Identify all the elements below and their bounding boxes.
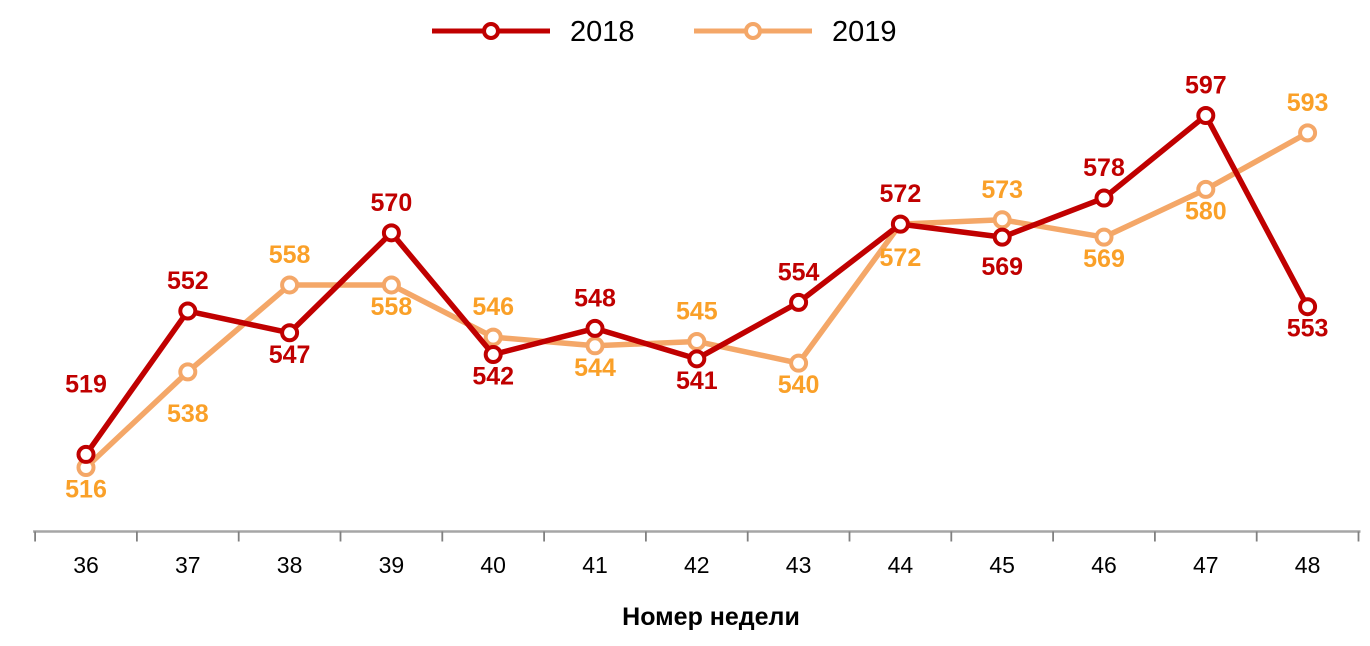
x-tick-label-36: 36 xyxy=(73,552,99,578)
data-labels-layer: 5195525475705425485415545725695785975535… xyxy=(65,71,1328,503)
x-axis-tick-labels: 36 37 38 39 40 41 42 43 44 45 46 47 48 xyxy=(73,552,1320,578)
data-point-2018-week-40 xyxy=(483,344,503,364)
data-point-2019-week-40 xyxy=(483,327,503,347)
x-tick-label-46: 46 xyxy=(1091,552,1117,578)
series-2018 xyxy=(76,105,1318,464)
data-label-2018-week-43: 554 xyxy=(778,258,820,286)
data-label-2018-week-36: 519 xyxy=(65,370,107,398)
data-label-2018-week-45: 569 xyxy=(981,253,1023,281)
data-label-2018-week-39: 570 xyxy=(371,189,413,217)
x-tick-label-44: 44 xyxy=(888,552,914,578)
data-point-2019-week-42 xyxy=(687,331,707,351)
legend-label-2019: 2019 xyxy=(832,16,897,48)
data-point-2018-week-42 xyxy=(687,349,707,369)
data-point-2018-week-44 xyxy=(890,214,910,234)
data-label-2019-week-47: 580 xyxy=(1185,197,1227,225)
data-point-2018-week-38 xyxy=(280,323,300,343)
data-labels-2018: 519 552 547 570 542 548 541 554 572 569 578 597 553 xyxy=(65,71,1328,398)
data-point-2019-week-46 xyxy=(1094,227,1114,247)
data-point-2019-week-38 xyxy=(280,275,300,295)
x-tick-label-47: 47 xyxy=(1193,552,1219,578)
data-label-2019-week-48: 593 xyxy=(1287,89,1329,117)
x-axis-title: Номер недели xyxy=(622,603,800,631)
data-point-2019-week-41 xyxy=(585,336,605,356)
data-point-2018-week-41 xyxy=(585,318,605,338)
x-tick-label-45: 45 xyxy=(989,552,1015,578)
legend-label-2018: 2018 xyxy=(570,16,635,48)
data-point-2018-week-46 xyxy=(1094,188,1114,208)
data-label-2019-week-40: 546 xyxy=(472,293,514,321)
x-tick-label-40: 40 xyxy=(480,552,506,578)
x-tick-label-39: 39 xyxy=(379,552,405,578)
x-tick-label-38: 38 xyxy=(277,552,303,578)
data-label-2018-week-42: 541 xyxy=(676,367,718,395)
data-label-2019-week-44: 572 xyxy=(880,244,922,272)
data-label-2019-week-43: 540 xyxy=(778,371,820,399)
data-point-2019-week-47 xyxy=(1196,179,1216,199)
data-label-2019-week-45: 573 xyxy=(981,176,1023,204)
legend-marker-icon-2019 xyxy=(744,22,762,40)
data-point-2019-week-39 xyxy=(381,275,401,295)
data-label-2018-week-38: 547 xyxy=(269,341,311,369)
legend-item-2019: 2019 xyxy=(694,16,897,48)
data-point-2018-week-48 xyxy=(1298,297,1318,317)
x-tick-label-37: 37 xyxy=(175,552,201,578)
data-label-2019-week-39: 558 xyxy=(371,293,413,321)
legend-item-2018: 2018 xyxy=(432,16,635,48)
legend-marker-icon-2018 xyxy=(482,22,500,40)
data-point-2018-week-47 xyxy=(1196,105,1216,125)
data-point-2019-week-45 xyxy=(992,210,1012,230)
data-point-2018-week-39 xyxy=(381,223,401,243)
data-label-2018-week-40: 542 xyxy=(472,362,514,390)
data-point-2019-week-43 xyxy=(789,353,809,373)
series-2019 xyxy=(76,123,1318,477)
x-tick-label-48: 48 xyxy=(1295,552,1321,578)
x-tick-label-41: 41 xyxy=(582,552,608,578)
data-label-2018-week-44: 572 xyxy=(880,180,922,208)
x-axis: 36 37 38 39 40 41 42 43 44 45 46 47 48 Номер недели xyxy=(33,530,1361,631)
series-layer xyxy=(76,105,1318,477)
data-label-2019-week-41: 544 xyxy=(574,354,616,382)
data-point-2019-week-37 xyxy=(178,362,198,382)
data-point-2019-week-48 xyxy=(1298,123,1318,143)
data-label-2018-week-48: 553 xyxy=(1287,315,1329,343)
data-label-2018-week-46: 578 xyxy=(1083,154,1125,182)
data-label-2019-week-37: 538 xyxy=(167,400,209,428)
data-labels-2019: 516 538 558 558 546 544 545 540 572 573 569 580 593 xyxy=(65,89,1328,504)
data-point-2018-week-45 xyxy=(992,227,1012,247)
legend: 2018 2019 xyxy=(432,16,897,48)
data-point-2018-week-43 xyxy=(789,292,809,312)
x-tick-label-43: 43 xyxy=(786,552,812,578)
data-label-2018-week-41: 548 xyxy=(574,284,616,312)
data-label-2018-week-37: 552 xyxy=(167,267,209,295)
data-label-2019-week-36: 516 xyxy=(65,475,107,503)
x-tick-label-42: 42 xyxy=(684,552,710,578)
data-label-2019-week-46: 569 xyxy=(1083,245,1125,273)
data-label-2018-week-47: 597 xyxy=(1185,71,1227,99)
data-point-2018-week-36 xyxy=(76,444,96,464)
x-axis-ticks xyxy=(34,531,1360,542)
data-label-2019-week-42: 545 xyxy=(676,297,718,325)
data-point-2018-week-37 xyxy=(178,301,198,321)
data-label-2019-week-38: 558 xyxy=(269,241,311,269)
